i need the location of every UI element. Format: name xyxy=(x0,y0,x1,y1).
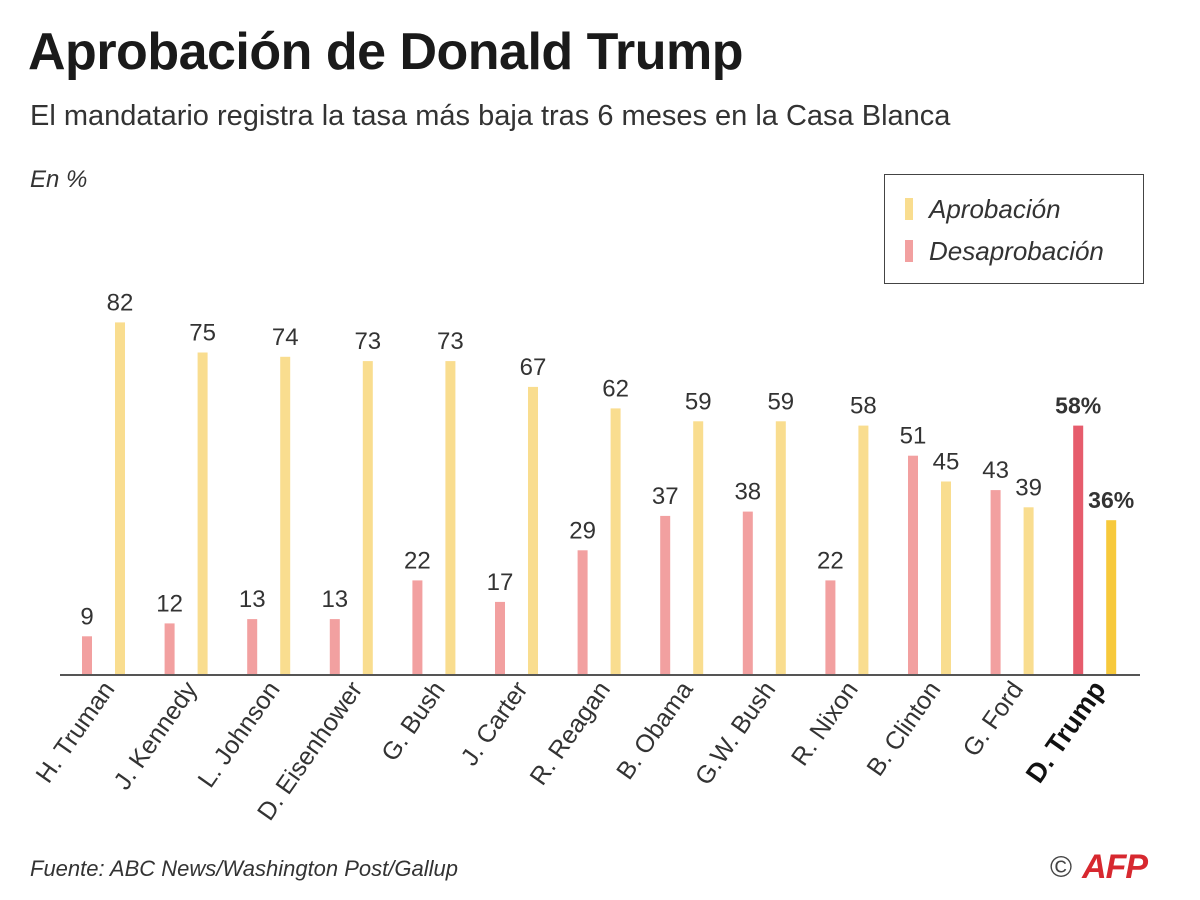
data-label-disapproval: 13 xyxy=(321,586,348,613)
data-label-approval: 82 xyxy=(107,289,134,316)
bar-disapproval xyxy=(1073,425,1084,675)
bar-disapproval xyxy=(908,455,918,675)
data-label-approval: 73 xyxy=(354,328,381,355)
data-label-approval: 45 xyxy=(933,449,960,476)
bar-approval xyxy=(775,421,786,675)
source-note: Fuente: ABC News/Washington Post/Gallup xyxy=(30,856,458,881)
data-label-disapproval: 9 xyxy=(80,603,93,630)
data-label-approval: 75 xyxy=(189,320,216,347)
data-label-disapproval: 29 xyxy=(569,517,596,544)
legend-item-approval: Aprobación xyxy=(905,194,1061,224)
bar-disapproval xyxy=(577,550,588,675)
bar-disapproval xyxy=(329,619,340,675)
category-label: G. Ford xyxy=(957,676,1029,761)
bar-disapproval xyxy=(82,636,92,675)
bar-approval xyxy=(115,322,125,675)
category-label: R. Nixon xyxy=(786,676,864,771)
bar-disapproval xyxy=(495,601,505,675)
category-label: J. Carter xyxy=(455,676,533,771)
data-label-approval: 73 xyxy=(437,328,464,355)
unit-label: En % xyxy=(30,166,88,193)
bar-approval xyxy=(693,421,704,675)
copyright-symbol: © xyxy=(1050,850,1073,884)
data-label-approval: 39 xyxy=(1015,474,1042,501)
category-label: B. Obama xyxy=(611,676,699,784)
bar-approval xyxy=(1023,507,1034,675)
bar-disapproval xyxy=(660,515,671,675)
legend-label-approval: Aprobación xyxy=(929,193,1061,224)
category-label: G. Bush xyxy=(376,676,451,766)
legend-item-disapproval: Desaprobación xyxy=(905,236,1104,266)
legend-swatch-disapproval xyxy=(905,240,913,262)
data-label-disapproval: 38 xyxy=(734,479,761,506)
data-label-approval: 74 xyxy=(272,324,299,351)
category-label: R. Reagan xyxy=(525,676,616,790)
bar-approval xyxy=(280,356,291,675)
data-label-disapproval: 58% xyxy=(1055,393,1101,419)
category-label: G.W. Bush xyxy=(690,676,781,790)
legend-swatch-approval xyxy=(905,198,913,220)
category-label: D. Trump xyxy=(1020,675,1112,788)
bar-approval xyxy=(941,481,951,675)
bar-disapproval xyxy=(742,511,753,675)
bar-disapproval xyxy=(990,490,1001,675)
data-label-disapproval: 22 xyxy=(404,547,431,574)
bar-disapproval xyxy=(247,619,258,675)
data-label-approval: 58 xyxy=(850,393,877,420)
bar-approval xyxy=(197,352,208,675)
category-label: J. Kennedy xyxy=(108,676,203,795)
bar-disapproval xyxy=(164,623,175,675)
bar-approval xyxy=(362,361,373,675)
bar-approval xyxy=(1106,520,1117,675)
data-label-disapproval: 17 xyxy=(487,569,514,596)
category-label: L. Johnson xyxy=(193,676,286,792)
bar-disapproval xyxy=(825,580,836,675)
bar-disapproval xyxy=(412,580,423,675)
bar-approval xyxy=(528,386,538,675)
data-label-disapproval: 13 xyxy=(239,586,266,613)
data-label-approval: 59 xyxy=(767,388,794,415)
data-label-approval: 62 xyxy=(602,375,629,402)
chart-subtitle: El mandatario registra la tasa más baja … xyxy=(30,100,951,132)
data-label-approval: 36% xyxy=(1088,487,1134,513)
data-label-disapproval: 43 xyxy=(982,457,1009,484)
legend: Aprobación Desaprobación xyxy=(884,174,1144,284)
afp-logo: AFP xyxy=(1082,848,1148,886)
data-label-disapproval: 51 xyxy=(900,423,927,450)
chart-title: Aprobación de Donald Trump xyxy=(28,23,744,81)
credit: © AFP xyxy=(1050,848,1148,887)
data-label-approval: 59 xyxy=(685,388,712,415)
legend-label-disapproval: Desaprobación xyxy=(929,235,1104,266)
bar-approval xyxy=(610,408,621,675)
category-label: B. Clinton xyxy=(861,676,946,781)
category-label: H. Truman xyxy=(31,676,121,788)
data-label-disapproval: 37 xyxy=(652,483,679,510)
data-label-disapproval: 22 xyxy=(817,547,844,574)
data-label-approval: 67 xyxy=(520,354,547,381)
bar-approval xyxy=(445,361,456,675)
bar-approval xyxy=(858,425,869,675)
data-label-disapproval: 12 xyxy=(156,590,183,617)
